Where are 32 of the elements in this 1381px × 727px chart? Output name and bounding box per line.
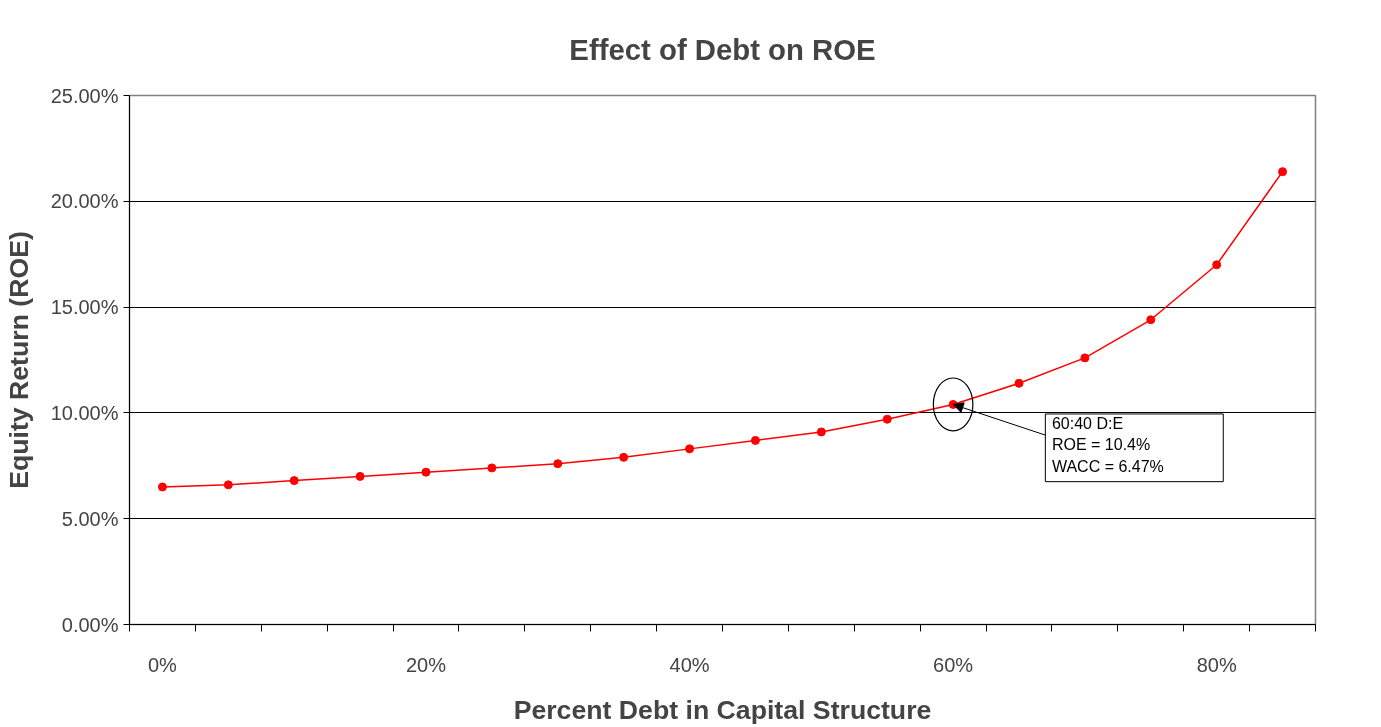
point xyxy=(882,414,892,424)
y-tick-label: 10.00% xyxy=(50,401,119,424)
point xyxy=(157,482,167,492)
y-tick-label: 0.00% xyxy=(61,613,119,636)
point xyxy=(421,467,431,477)
y-tick-label: 20.00% xyxy=(50,190,119,213)
point xyxy=(1080,353,1090,363)
y-axis-title: Equity Return (ROE) xyxy=(3,231,34,489)
point xyxy=(289,476,299,486)
point xyxy=(685,444,695,454)
point xyxy=(619,452,629,462)
x-tick-label: 20% xyxy=(405,653,447,676)
x-tick-label: 40% xyxy=(669,653,710,676)
y-tick-label: 15.00% xyxy=(50,296,119,319)
y-tick-label: 5.00% xyxy=(61,507,119,530)
point xyxy=(487,463,497,473)
annotation: 60:40 D:E ROE = 10.4% WACC = 6.47% xyxy=(1051,415,1164,475)
point xyxy=(553,459,563,469)
chart-title: Effect of Debt on ROE xyxy=(569,32,876,66)
point xyxy=(750,435,760,445)
point xyxy=(355,471,365,481)
x-tick-label: 0% xyxy=(147,653,178,676)
point xyxy=(1146,315,1156,325)
point xyxy=(223,480,233,490)
point xyxy=(1212,260,1222,270)
point xyxy=(816,427,826,437)
y-tick-label: 25.00% xyxy=(50,84,119,107)
x-tick-label: 80% xyxy=(1196,653,1237,676)
point xyxy=(1014,378,1024,388)
x-axis-title: Percent Debt in Capital Structure xyxy=(513,694,932,725)
x-tick-label: 60% xyxy=(933,653,974,676)
point xyxy=(1278,167,1288,177)
